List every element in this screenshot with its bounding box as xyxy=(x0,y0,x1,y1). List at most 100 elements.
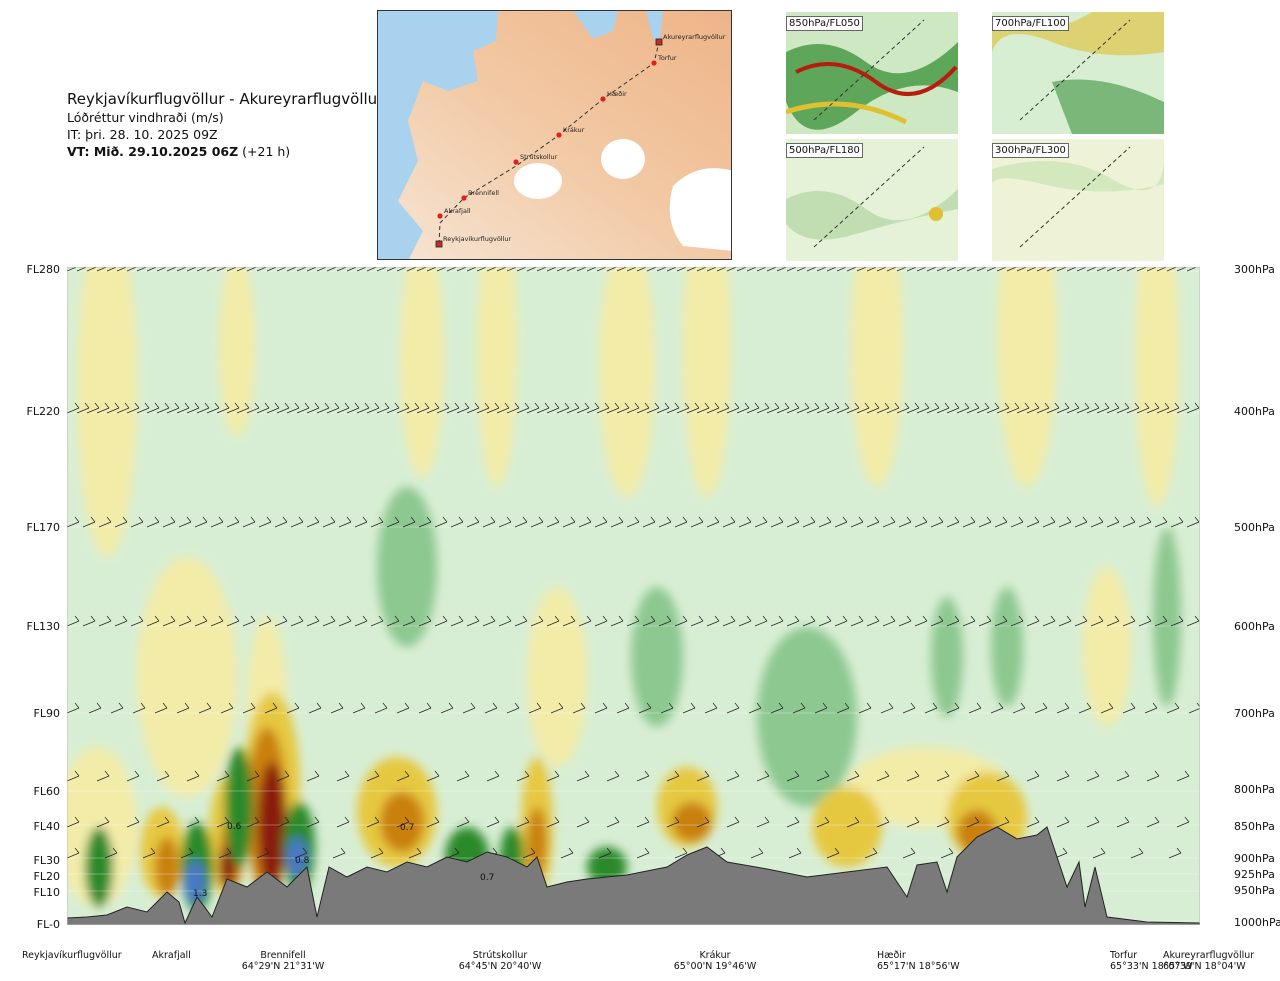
wind-barb xyxy=(254,402,260,409)
wind-barb xyxy=(1108,702,1114,709)
velocity-contour xyxy=(672,802,712,842)
wind-barb xyxy=(966,407,980,414)
wind-barb xyxy=(1010,620,1024,627)
wind-barb xyxy=(872,847,878,854)
wind-barb xyxy=(228,702,234,709)
wind-barb xyxy=(546,775,560,782)
wind-barb xyxy=(626,407,640,414)
waypoint-marker xyxy=(513,159,519,165)
wind-barb xyxy=(594,620,608,627)
wind-barb xyxy=(126,775,140,782)
station-coord: 65°00'N 19°46'W xyxy=(673,961,757,972)
wind-barb xyxy=(564,402,570,409)
wind-barb xyxy=(578,620,592,627)
wind-barb xyxy=(606,407,620,414)
wind-barb xyxy=(176,407,190,414)
wind-barb xyxy=(658,521,672,528)
wind-barb xyxy=(1194,516,1200,523)
wind-barb xyxy=(788,852,802,859)
waypoint-label: Akureyrarflugvöllur xyxy=(663,33,726,41)
wind-barb xyxy=(456,821,470,828)
wind-barb xyxy=(994,620,1008,627)
wind-barb xyxy=(524,816,530,823)
wind-barb xyxy=(866,702,872,709)
wind-barb xyxy=(786,521,800,528)
wind-barb xyxy=(644,816,650,823)
wind-barb xyxy=(764,402,770,409)
velocity-contour xyxy=(1135,207,1179,507)
velocity-contour xyxy=(85,827,113,907)
wind-barb xyxy=(66,407,80,414)
wind-barb xyxy=(910,702,916,709)
wind-barb xyxy=(914,521,928,528)
wind-barb xyxy=(754,402,760,409)
wind-barb xyxy=(286,707,300,714)
wind-barb xyxy=(926,407,940,414)
wind-barb xyxy=(614,770,620,777)
wind-barb xyxy=(194,620,208,627)
wind-barb xyxy=(722,620,736,627)
wind-barb xyxy=(714,615,720,622)
wind-barb xyxy=(614,816,620,823)
wind-barb xyxy=(516,407,530,414)
wind-barb xyxy=(1114,615,1120,622)
wind-barb xyxy=(636,852,650,859)
wind-barb xyxy=(162,702,168,709)
wind-barb xyxy=(210,620,224,627)
wind-barb xyxy=(226,620,240,627)
wind-barb xyxy=(694,402,700,409)
wind-barb xyxy=(560,852,574,859)
station-name: Krákur xyxy=(699,950,731,961)
wind-barb xyxy=(638,707,652,714)
wind-barb xyxy=(786,620,800,627)
wind-barb xyxy=(1144,402,1150,409)
wind-barb xyxy=(514,402,520,409)
wind-barb xyxy=(602,615,608,622)
wind-barb xyxy=(352,707,366,714)
wind-barb xyxy=(634,402,640,409)
wind-barb xyxy=(1094,816,1100,823)
wind-barb xyxy=(946,521,960,528)
wind-barb xyxy=(1134,402,1140,409)
wind-barb xyxy=(566,407,580,414)
wind-barb xyxy=(704,816,710,823)
wind-barb xyxy=(98,620,112,627)
waypoint-marker xyxy=(600,96,606,102)
velocity-contour xyxy=(185,860,205,904)
wind-barb xyxy=(674,770,680,777)
hpa-tick: 300hPa xyxy=(1234,263,1275,276)
wind-barb xyxy=(964,402,970,409)
mini-map-300-svg xyxy=(992,139,1164,261)
velocity-contour xyxy=(631,587,683,727)
wind-barb xyxy=(126,407,140,414)
wind-barb xyxy=(96,821,110,828)
wind-barb xyxy=(978,620,992,627)
wind-barb xyxy=(1106,521,1120,528)
wind-barb xyxy=(314,770,320,777)
glacier-langjokull xyxy=(514,163,562,199)
wind-barb xyxy=(786,407,800,414)
wind-barb xyxy=(306,620,320,627)
wind-barb xyxy=(258,521,272,528)
wind-barb xyxy=(576,407,590,414)
wind-barb xyxy=(118,702,124,709)
wind-barb xyxy=(1154,816,1160,823)
wind-barb xyxy=(410,516,416,523)
wind-barb xyxy=(224,770,230,777)
wind-barb xyxy=(758,847,764,854)
wind-barb xyxy=(1130,516,1136,523)
wind-barb xyxy=(944,816,950,823)
wind-barb xyxy=(74,816,80,823)
wind-barb xyxy=(1050,516,1056,523)
wind-barb xyxy=(74,702,80,709)
wind-barb xyxy=(644,770,650,777)
wind-barb xyxy=(396,775,410,782)
wind-barb xyxy=(1154,620,1168,627)
wind-barb xyxy=(738,521,752,528)
velocity-contour xyxy=(380,792,424,852)
wind-barb xyxy=(910,847,916,854)
wind-barb xyxy=(546,821,560,828)
wind-barb xyxy=(134,402,140,409)
mini-map-700-label: 700hPa/FL100 xyxy=(992,16,1069,31)
wind-barb xyxy=(606,775,620,782)
